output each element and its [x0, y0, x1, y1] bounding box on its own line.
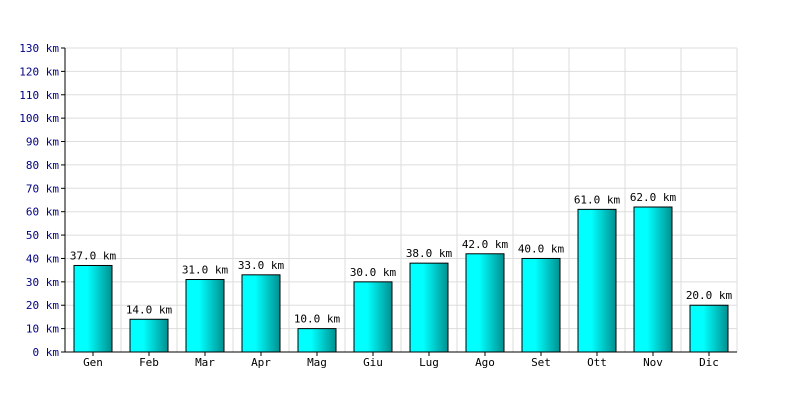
- x-tick-label-gen: Gen: [83, 356, 103, 369]
- y-tick-label-110: 110 km: [19, 89, 59, 102]
- x-tick-label-ago: Ago: [475, 356, 495, 369]
- bar-giu: [353, 281, 393, 353]
- y-tick-label-130: 130 km: [19, 42, 59, 55]
- data-label-mag: 10.0 km: [294, 313, 341, 326]
- data-label-mar: 31.0 km: [182, 264, 229, 277]
- bar-mag: [297, 328, 337, 353]
- x-tick-label-nov: Nov: [643, 356, 663, 369]
- x-tick-label-giu: Giu: [363, 356, 383, 369]
- data-label-feb: 14.0 km: [126, 303, 173, 316]
- bar-ago: [465, 253, 505, 353]
- data-label-lug: 38.0 km: [406, 247, 453, 260]
- y-tick-label-40: 40 km: [26, 252, 59, 265]
- y-tick-label-80: 80 km: [26, 159, 59, 172]
- data-label-dic: 20.0 km: [686, 289, 733, 302]
- labels: 37.0 km 14.0 km 31.0 km 33.0 km 10.0 km 30.0 …: [19, 42, 732, 369]
- bars: [73, 206, 729, 353]
- x-tick-label-set: Set: [531, 356, 551, 369]
- y-tick-label-70: 70 km: [26, 182, 59, 195]
- bar-feb: [129, 318, 169, 353]
- x-tick-label-lug: Lug: [419, 356, 439, 369]
- bar-ott: [577, 208, 617, 353]
- bar-dic: [689, 304, 729, 353]
- x-tick-label-apr: Apr: [251, 356, 271, 369]
- y-tick-label-60: 60 km: [26, 206, 59, 219]
- y-tick-label-120: 120 km: [19, 65, 59, 78]
- data-label-nov: 62.0 km: [630, 191, 677, 204]
- data-label-apr: 33.0 km: [238, 259, 285, 272]
- y-tick-label-90: 90 km: [26, 136, 59, 149]
- data-label-gen: 37.0 km: [70, 249, 117, 262]
- data-label-giu: 30.0 km: [350, 266, 397, 279]
- y-tick-label-0: 0 km: [33, 346, 60, 359]
- y-tick-label-50: 50 km: [26, 229, 59, 242]
- x-tick-label-dic: Dic: [699, 356, 719, 369]
- bar-gen: [73, 264, 113, 353]
- bar-lug: [409, 262, 449, 353]
- x-tick-label-feb: Feb: [139, 356, 159, 369]
- x-tick-label-mag: Mag: [307, 356, 327, 369]
- y-tick-label-100: 100 km: [19, 112, 59, 125]
- y-tick-label-10: 10 km: [26, 323, 59, 336]
- bar-nov: [633, 206, 673, 353]
- bar-mar: [185, 279, 225, 353]
- y-tick-label-30: 30 km: [26, 276, 59, 289]
- x-tick-label-ott: Ott: [587, 356, 607, 369]
- x-tick-label-mar: Mar: [195, 356, 215, 369]
- axes: [61, 47, 737, 356]
- data-label-ott: 61.0 km: [574, 193, 621, 206]
- grid-lines: [65, 47, 738, 353]
- bar-apr: [241, 274, 281, 353]
- data-label-set: 40.0 km: [518, 242, 565, 255]
- bar-set: [521, 257, 561, 353]
- data-label-ago: 42.0 km: [462, 238, 509, 251]
- y-tick-label-20: 20 km: [26, 299, 59, 312]
